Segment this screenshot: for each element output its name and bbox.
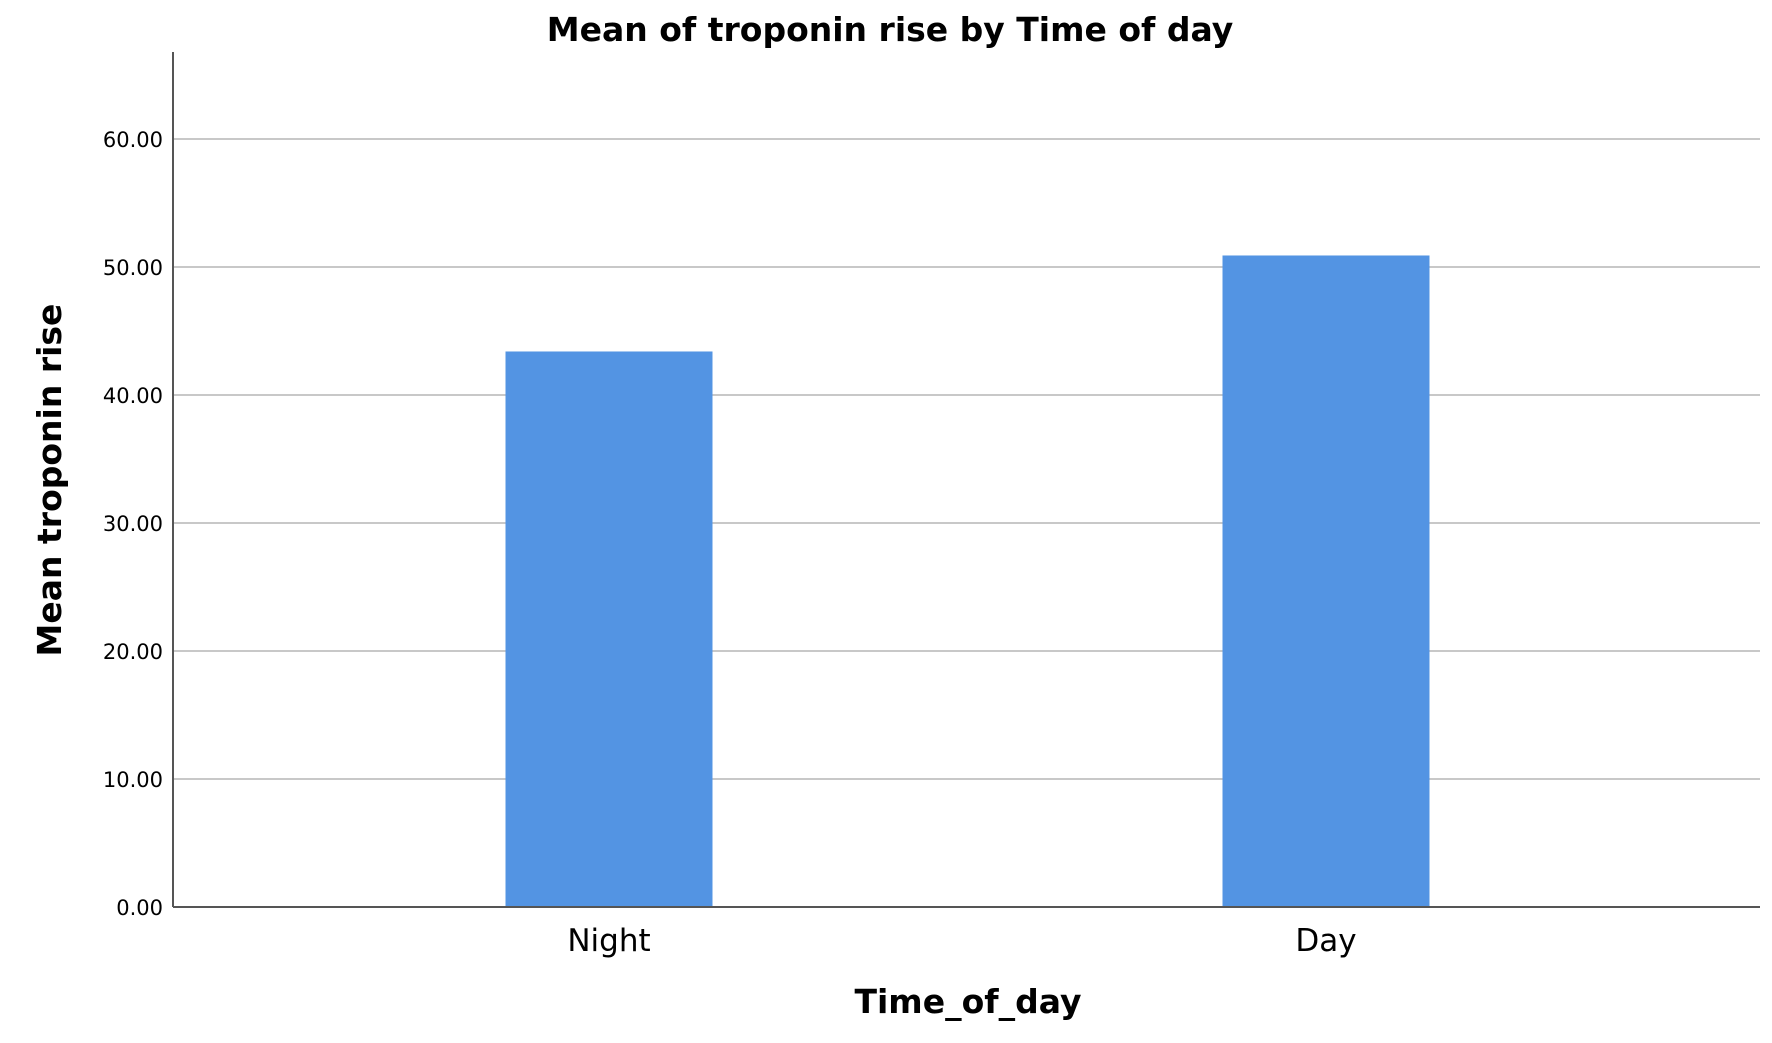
x-axis-title: Time_of_day bbox=[854, 982, 1081, 1021]
chart-title: Mean of troponin rise by Time of day bbox=[547, 10, 1234, 49]
bar-day bbox=[1222, 255, 1430, 908]
y-tick-label: 30.00 bbox=[103, 512, 163, 536]
x-tick-label-night: Night bbox=[567, 923, 650, 959]
bar-night bbox=[505, 351, 713, 908]
y-axis-title: Mean troponin rise bbox=[30, 304, 69, 657]
bars bbox=[505, 255, 1430, 908]
x-tick-labels: Night Day bbox=[567, 923, 1356, 959]
y-tick-label: 20.00 bbox=[103, 640, 163, 664]
y-tick-label: 10.00 bbox=[103, 768, 163, 792]
x-tick-label-day: Day bbox=[1295, 923, 1356, 959]
y-tick-label: 40.00 bbox=[103, 384, 163, 408]
y-tick-label: 50.00 bbox=[103, 256, 163, 280]
y-tick-labels: 0.00 10.00 20.00 30.00 40.00 50.00 60.00 bbox=[103, 128, 163, 920]
gridlines bbox=[173, 138, 1760, 780]
y-tick-label: 60.00 bbox=[103, 128, 163, 152]
y-tick-label: 0.00 bbox=[116, 896, 163, 920]
